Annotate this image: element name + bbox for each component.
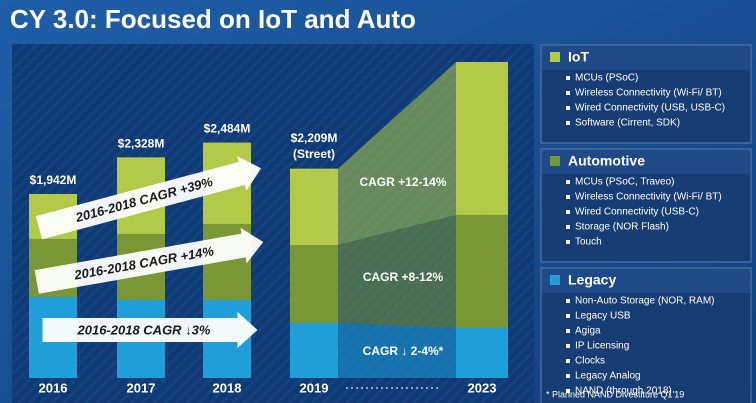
legend-bullet (566, 106, 570, 110)
x-tick-label: 2017 (127, 380, 156, 395)
legend-item: NAND (through 2018) (575, 386, 672, 397)
legend-item: Legacy USB (575, 311, 631, 322)
x-tick-label: 2023 (468, 380, 497, 395)
bar-segment (456, 327, 508, 378)
total-note: (Street) (293, 147, 335, 161)
legend-bullet (566, 299, 570, 303)
legend-item: Wireless Connectivity (Wi-Fi/ BT) (575, 88, 722, 99)
growth-band (338, 214, 456, 328)
legend-item: IP Licensing (575, 341, 629, 352)
bar-segment (456, 214, 508, 328)
legend-bullet (566, 121, 570, 125)
legend-bullet (566, 389, 570, 393)
legend-bullet (566, 344, 570, 348)
legend-swatch (550, 275, 560, 285)
legend-bullet (566, 225, 570, 229)
cagr-arrow: 2016-2018 CAGR ↓3% (42, 312, 258, 348)
legend-bullet (566, 210, 570, 214)
legend-item: Clocks (575, 356, 605, 367)
legend-swatch (550, 52, 560, 62)
x-tick-label: 2016 (39, 380, 68, 395)
legend-bullet (566, 240, 570, 244)
growth-band (338, 323, 456, 378)
bar-segment (290, 245, 338, 324)
legend-item: Software (Cirrent, SDK) (575, 118, 680, 129)
legend-item: MCUs (PSoC) (575, 73, 638, 84)
arrow-shape (34, 227, 264, 294)
footnote: * Planned NAND Divestiture Q1'19 (546, 389, 684, 399)
legend-item: Agiga (575, 326, 601, 337)
legend-bullet (566, 76, 570, 80)
legend-bullet (566, 374, 570, 378)
legend-header (542, 46, 750, 70)
legend-item: Wired Connectivity (USB-C) (575, 207, 699, 218)
bar-segment (290, 323, 338, 378)
legend-item: Touch (575, 237, 602, 248)
legend-header (542, 150, 750, 174)
legend-bullet (566, 314, 570, 318)
cagr-future: CAGR +12-14% (359, 175, 446, 189)
x-tick-label: 2018 (213, 380, 242, 395)
title: CY 3.0: Focused on IoT and Auto (10, 4, 416, 34)
legend-item: MCUs (PSoC, Traveo) (575, 177, 674, 188)
cagr-future: CAGR +8-12% (363, 270, 444, 284)
legend-name: Legacy (568, 272, 616, 288)
legend-bullet (566, 329, 570, 333)
legend-swatch (550, 156, 560, 166)
legend-bullet (566, 91, 570, 95)
total-label: $2,328M (118, 137, 165, 151)
total-label: $2,209M (291, 131, 338, 145)
legend-name: IoT (568, 49, 589, 65)
legend-bullet (566, 359, 570, 363)
legend-item: Storage (NOR Flash) (575, 222, 669, 233)
bar-segment (456, 62, 508, 215)
x-tick-label: 2019 (300, 380, 329, 395)
legend-name: Automotive (568, 153, 645, 169)
legend-item: Legacy Analog (575, 371, 641, 382)
legend-item: Wireless Connectivity (Wi-Fi/ BT) (575, 192, 722, 203)
legend-header (542, 269, 750, 293)
legend-bullet (566, 195, 570, 199)
bar-segment (290, 168, 338, 246)
cagr-past: 2016-2018 CAGR ↓3% (77, 322, 211, 337)
arrow-shape (35, 156, 262, 240)
total-label: $1,942M (30, 173, 77, 187)
total-label: $2,484M (204, 122, 251, 136)
legend-bullet (566, 180, 570, 184)
legend-item: Wired Connectivity (USB, USB-C) (575, 103, 725, 114)
growth-band (338, 62, 456, 246)
cagr-future: CAGR ↓ 2-4%* (363, 344, 444, 358)
legend-item: Non-Auto Storage (NOR, RAM) (575, 296, 715, 307)
arrow-shape (42, 312, 258, 348)
